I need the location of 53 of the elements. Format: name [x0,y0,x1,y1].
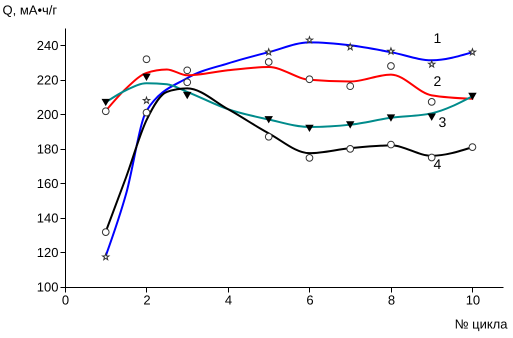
x-tick-label: 8 [388,292,396,308]
point [102,228,110,236]
point [468,48,476,56]
series-label: 3 [438,114,447,130]
point [102,98,110,106]
y-tick-label: 140 [36,210,58,226]
point [387,140,395,148]
point [102,253,110,260]
point [264,116,273,123]
point [306,154,314,162]
point [102,107,110,116]
point [183,66,192,74]
series-label: 2 [434,72,442,89]
point [387,62,395,70]
series-label: 1 [434,30,442,46]
point [183,78,192,86]
y-tick-label: 160 [36,176,58,191]
point [142,108,150,116]
point [142,96,150,104]
x-axis-title: № цикла [454,316,508,332]
x-tick-label: 6 [306,292,314,308]
y-tick-label: 200 [36,106,58,122]
y-tick-label: 100 [36,280,58,294]
point [306,75,314,84]
y-axis-title: Q, мА•ч/г [2,2,58,18]
point [183,92,192,99]
point [346,145,354,153]
x-tick-label: 2 [143,292,151,308]
point [428,98,436,106]
point [387,114,395,122]
point [142,55,150,64]
x-tick-label: 4 [224,292,232,308]
point [265,48,272,56]
point [468,143,476,151]
y-tick-label: 240 [36,38,58,53]
y-tick-label: 180 [36,141,58,156]
point [264,58,273,66]
x-tick-label: 0 [62,292,70,308]
point [346,121,354,128]
point [346,82,354,90]
series-label: 4 [434,156,442,172]
y-tick-label: 220 [36,72,58,88]
point [468,92,476,100]
point [428,60,436,68]
point [346,43,354,50]
point [142,74,150,80]
point [264,132,273,141]
point [306,124,314,132]
y-tick-label: 120 [36,244,58,260]
point [306,36,314,44]
point [428,114,436,120]
point [387,47,395,55]
x-tick-label: 10 [466,292,480,308]
